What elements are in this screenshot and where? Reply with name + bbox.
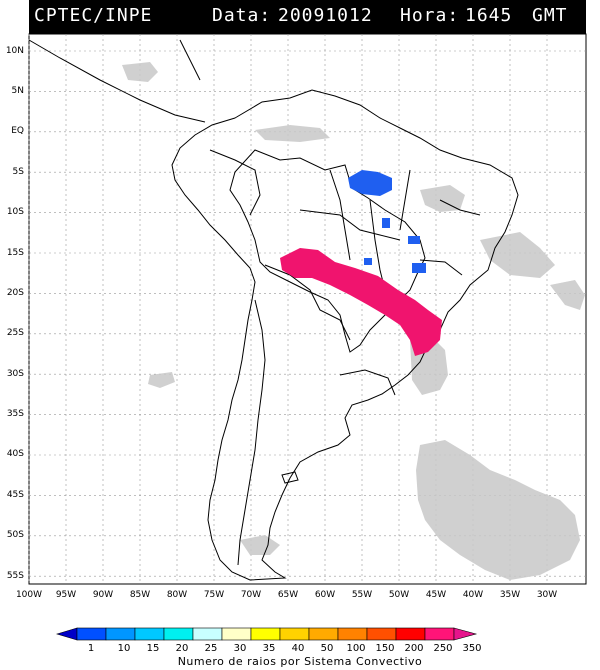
lat-label: 45S bbox=[6, 490, 24, 500]
legend-value: 250 bbox=[433, 643, 453, 654]
legend-value: 15 bbox=[146, 643, 160, 654]
lat-label: 10S bbox=[6, 207, 24, 217]
lightning-squall-line bbox=[280, 248, 442, 356]
legend-swatch bbox=[134, 627, 165, 641]
lat-label: 50S bbox=[6, 530, 24, 540]
cloud-patagonia bbox=[240, 535, 280, 555]
lon-label: 55W bbox=[351, 590, 373, 600]
cloud-northeast-brazil bbox=[420, 185, 465, 212]
cloud-atlantic-east bbox=[480, 232, 555, 278]
legend-value: 200 bbox=[404, 643, 424, 654]
cloud-cover bbox=[122, 62, 585, 580]
legend-swatch bbox=[105, 627, 136, 641]
legend-swatch bbox=[279, 627, 310, 641]
legend-value: 20 bbox=[175, 643, 189, 654]
cloud-pacific-north bbox=[122, 62, 158, 82]
header-bar: CPTEC/INPE Data: 20091012 Hora: 1645 GMT bbox=[29, 0, 586, 34]
lon-label: 35W bbox=[499, 590, 521, 600]
lat-label: 20S bbox=[6, 288, 24, 298]
legend-value: 40 bbox=[291, 643, 305, 654]
legend-arrow-right bbox=[453, 627, 478, 641]
state-border-b bbox=[329, 169, 351, 261]
legend-value: 150 bbox=[375, 643, 395, 654]
lightning-cells-magenta bbox=[280, 248, 442, 356]
lon-label: 70W bbox=[240, 590, 262, 600]
legend-value: 35 bbox=[262, 643, 276, 654]
lon-label: 30W bbox=[536, 590, 558, 600]
legend-swatch bbox=[366, 627, 397, 641]
lightning-cell-small-1 bbox=[382, 218, 390, 228]
legend-value: 50 bbox=[320, 643, 334, 654]
lon-label: 85W bbox=[129, 590, 151, 600]
central-america-coast bbox=[28, 39, 206, 123]
timezone-label: GMT bbox=[532, 5, 568, 26]
date-value: 20091012 bbox=[278, 5, 373, 26]
legend-value: 350 bbox=[462, 643, 482, 654]
lightning-cell-amazon bbox=[348, 170, 392, 196]
legend-swatch bbox=[163, 627, 194, 641]
lat-label: 5N bbox=[11, 86, 24, 96]
legend-arrow-left bbox=[55, 627, 78, 641]
falklands bbox=[281, 471, 299, 484]
legend-swatch bbox=[250, 627, 281, 641]
legend-value: 30 bbox=[233, 643, 247, 654]
state-border-e bbox=[439, 199, 481, 216]
legend-value: 100 bbox=[346, 643, 366, 654]
lon-label: 60W bbox=[314, 590, 336, 600]
lightning-cell-small-2 bbox=[408, 236, 420, 244]
cloud-pacific-south bbox=[148, 372, 175, 388]
cloud-atlantic-far-east bbox=[550, 280, 585, 310]
lon-label: 45W bbox=[425, 590, 447, 600]
lat-label: 15S bbox=[6, 248, 24, 258]
lat-label: 25S bbox=[6, 328, 24, 338]
time-value: 1645 bbox=[465, 5, 513, 26]
lat-label: 5S bbox=[12, 167, 24, 177]
state-border-f bbox=[419, 259, 463, 276]
lightning-cells-blue bbox=[348, 170, 426, 273]
lon-label: 65W bbox=[277, 590, 299, 600]
state-border-a bbox=[299, 209, 401, 241]
legend-swatch bbox=[308, 627, 339, 641]
lon-label: 90W bbox=[92, 590, 114, 600]
time-label: Hora: bbox=[400, 5, 460, 26]
legend-swatch bbox=[395, 627, 426, 641]
lat-label: 55S bbox=[6, 571, 24, 581]
legend-value: 1 bbox=[87, 643, 95, 654]
bolivia-paraguay-border bbox=[264, 264, 351, 341]
legend-value: 10 bbox=[117, 643, 131, 654]
cloud-south-atlantic bbox=[416, 440, 580, 580]
lon-label: 50W bbox=[388, 590, 410, 600]
peru-colombia-border bbox=[209, 149, 261, 216]
legend-swatch bbox=[424, 627, 455, 641]
legend-swatch bbox=[192, 627, 223, 641]
legend-swatch bbox=[76, 627, 107, 641]
legend-caption: Numero de raios por Sistema Convectivo bbox=[177, 655, 423, 668]
lat-label: 35S bbox=[6, 409, 24, 419]
source-label: CPTEC/INPE bbox=[34, 5, 153, 26]
uruguay-border bbox=[339, 369, 396, 396]
legend-swatch bbox=[337, 627, 368, 641]
cloud-amazon-north bbox=[255, 125, 330, 142]
lightning-cell-small-3 bbox=[412, 263, 426, 273]
legend-value: 25 bbox=[204, 643, 218, 654]
legend-colorbar bbox=[55, 627, 478, 641]
lon-label: 40W bbox=[462, 590, 484, 600]
lon-label: 80W bbox=[166, 590, 188, 600]
lon-label: 75W bbox=[203, 590, 225, 600]
lat-label: 10N bbox=[5, 46, 24, 56]
south-america-coast bbox=[171, 89, 519, 581]
lat-label: 30S bbox=[6, 369, 24, 379]
lon-label: 95W bbox=[55, 590, 77, 600]
date-label: Data: bbox=[212, 5, 272, 26]
lon-label: 100W bbox=[15, 590, 43, 600]
lat-label: 40S bbox=[6, 449, 24, 459]
lightning-cell-small-4 bbox=[364, 258, 372, 265]
andes-border bbox=[237, 299, 266, 566]
lat-label: EQ bbox=[11, 126, 24, 136]
state-border-d bbox=[399, 169, 411, 231]
legend-swatch bbox=[221, 627, 252, 641]
caribbean-coast bbox=[179, 39, 201, 81]
